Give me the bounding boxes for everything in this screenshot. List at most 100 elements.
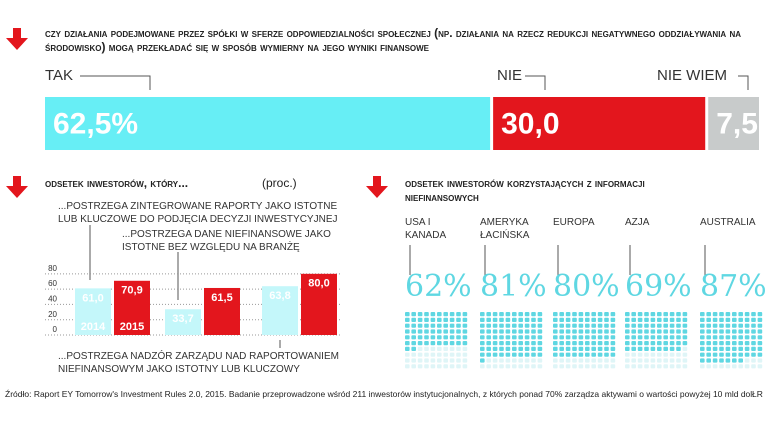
waffle-cell bbox=[553, 335, 558, 340]
waffle-cell bbox=[437, 346, 442, 351]
waffle-cell bbox=[744, 364, 750, 369]
y-tick-label: 0 bbox=[53, 325, 58, 334]
waffle-cell bbox=[631, 352, 636, 357]
waffle-cell bbox=[663, 323, 668, 328]
waffle-cell bbox=[518, 335, 523, 340]
waffle-cell bbox=[663, 329, 668, 334]
waffle-cell bbox=[597, 352, 603, 357]
value-label: 80,0 bbox=[308, 278, 329, 290]
waffle-cell bbox=[537, 364, 543, 369]
waffle-cell bbox=[732, 312, 737, 317]
waffle-cell bbox=[565, 317, 571, 322]
waffle-cell bbox=[405, 329, 410, 334]
waffle-cell bbox=[610, 317, 616, 322]
waffle-cell bbox=[591, 312, 596, 317]
bar bbox=[165, 309, 201, 335]
waffle-cell bbox=[486, 317, 491, 322]
waffle-cell bbox=[512, 341, 517, 346]
waffle-cell bbox=[669, 364, 675, 369]
value-label: 69% bbox=[625, 269, 692, 304]
waffle-cell bbox=[706, 341, 711, 346]
waffle-cell bbox=[712, 352, 718, 357]
waffle-cell bbox=[430, 346, 436, 351]
waffle-cell bbox=[669, 335, 675, 340]
waffle-cell bbox=[644, 329, 649, 334]
waffle-cell bbox=[712, 329, 718, 334]
waffle-cell bbox=[480, 341, 485, 346]
waffle-cell bbox=[610, 352, 616, 357]
waffle-cell bbox=[610, 341, 616, 346]
waffle-cell bbox=[744, 346, 750, 351]
waffle-cell bbox=[411, 323, 416, 328]
waffle-cell bbox=[676, 346, 681, 351]
waffle-cell bbox=[443, 323, 448, 328]
waffle-cell bbox=[449, 364, 455, 369]
waffle-cell bbox=[499, 323, 504, 328]
waffle-cell bbox=[751, 346, 756, 351]
waffle-cell bbox=[732, 335, 737, 340]
annotation: ...POSTRZEGA NADZÓR ZARZĄDU NAD RAPORTOW… bbox=[58, 351, 339, 375]
waffle-cell bbox=[449, 341, 455, 346]
category-label: AMERYKA ŁACIŃSKA bbox=[480, 217, 530, 241]
waffle-cell bbox=[663, 341, 668, 346]
value-label: 7,5 bbox=[716, 107, 758, 140]
waffle-cell bbox=[604, 346, 609, 351]
waffle-cell bbox=[719, 329, 724, 334]
waffle-cell bbox=[738, 323, 743, 328]
waffle-cell bbox=[443, 352, 448, 357]
waffle-cell bbox=[757, 317, 763, 322]
waffle-cell bbox=[492, 335, 498, 340]
waffle-cell bbox=[524, 346, 530, 351]
waffle-cell bbox=[518, 364, 523, 369]
waffle-cell bbox=[663, 312, 668, 317]
waffle-cell bbox=[585, 341, 590, 346]
waffle-cell bbox=[738, 329, 743, 334]
waffle-cell bbox=[559, 358, 564, 363]
waffle-cell bbox=[405, 323, 410, 328]
waffle-cell bbox=[650, 346, 656, 351]
waffle-cell bbox=[492, 358, 498, 363]
waffle-cell bbox=[518, 317, 523, 322]
waffle-cell bbox=[565, 364, 571, 369]
waffle-cell bbox=[637, 352, 643, 357]
waffle-cell bbox=[524, 358, 530, 363]
chart-title: Czy działania podejmowane przez spółki w… bbox=[45, 26, 742, 54]
waffle-cell bbox=[700, 346, 705, 351]
bar bbox=[75, 288, 111, 335]
value-label: 33,7 bbox=[172, 313, 193, 325]
waffle-cell bbox=[712, 358, 718, 363]
waffle-cell bbox=[417, 317, 423, 322]
waffle-cell bbox=[480, 358, 485, 363]
bar-segment bbox=[708, 97, 759, 150]
waffle-cell bbox=[644, 346, 649, 351]
waffle-cell bbox=[657, 341, 662, 346]
waffle-cell bbox=[663, 352, 668, 357]
waffle-cell bbox=[625, 329, 630, 334]
value-label: 61,0 bbox=[82, 292, 103, 304]
waffle-cell bbox=[553, 312, 558, 317]
waffle-cell bbox=[744, 341, 750, 346]
waffle-cell bbox=[682, 312, 688, 317]
waffle-cell bbox=[411, 329, 416, 334]
legend-label: 2014 bbox=[81, 321, 106, 333]
waffle-cell bbox=[637, 317, 643, 322]
waffle-cell bbox=[719, 341, 724, 346]
waffle-cell bbox=[585, 358, 590, 363]
waffle-cell bbox=[604, 358, 609, 363]
waffle-cell bbox=[553, 358, 558, 363]
waffle-cell bbox=[738, 312, 743, 317]
waffle-cell bbox=[757, 346, 763, 351]
waffle-cell bbox=[572, 346, 577, 351]
waffle-cell bbox=[725, 335, 731, 340]
waffle-cell bbox=[518, 323, 523, 328]
waffle-cell bbox=[700, 323, 705, 328]
waffle-cell bbox=[682, 317, 688, 322]
waffle-cell bbox=[700, 329, 705, 334]
waffle-cell bbox=[578, 335, 584, 340]
waffle-cell bbox=[712, 346, 718, 351]
waffle-cell bbox=[424, 312, 429, 317]
waffle-cell bbox=[424, 358, 429, 363]
waffle-cell bbox=[585, 312, 590, 317]
waffle-cell bbox=[430, 335, 436, 340]
waffle-cell bbox=[492, 364, 498, 369]
